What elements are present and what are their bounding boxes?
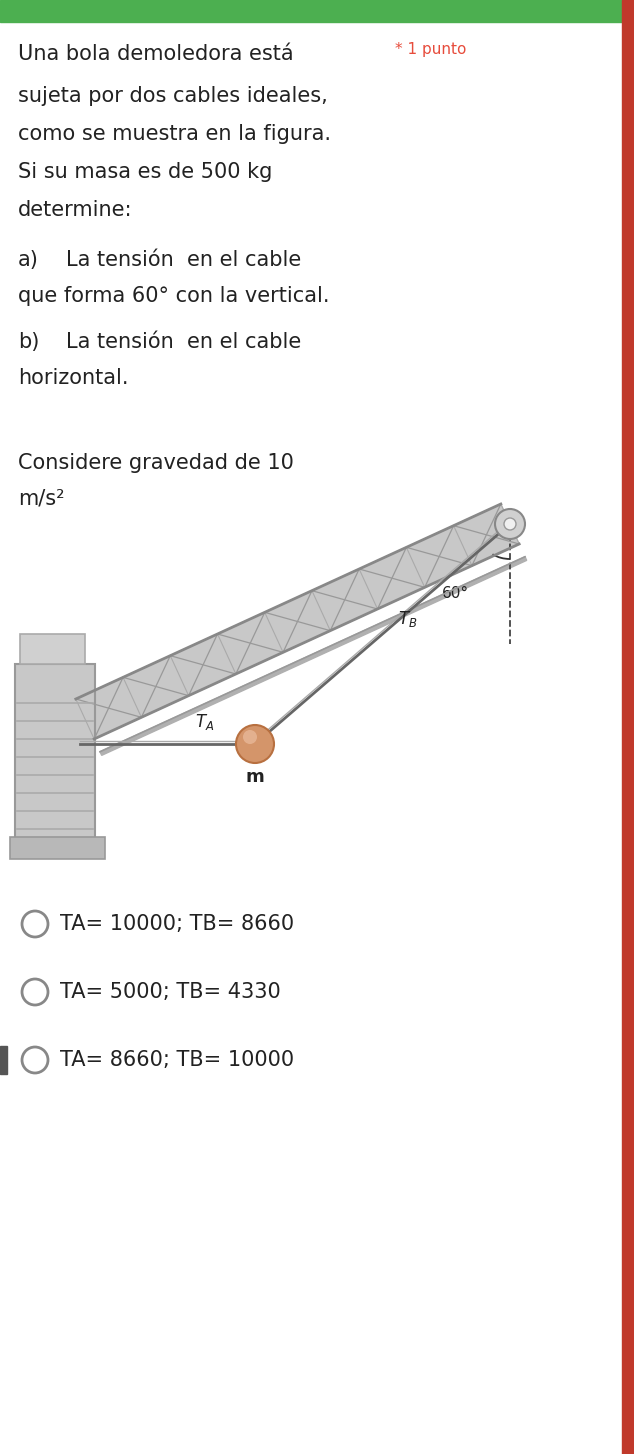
Text: que forma 60° con la vertical.: que forma 60° con la vertical.: [18, 286, 330, 305]
Text: Considere gravedad de 10: Considere gravedad de 10: [18, 454, 294, 473]
Text: como se muestra en la figura.: como se muestra en la figura.: [18, 124, 331, 144]
Text: a): a): [18, 250, 39, 270]
Text: Una bola demoledora está: Una bola demoledora está: [18, 44, 294, 64]
Circle shape: [495, 509, 525, 539]
Text: TA= 8660; TB= 10000: TA= 8660; TB= 10000: [60, 1050, 294, 1070]
Text: m: m: [245, 768, 264, 787]
Text: determine:: determine:: [18, 201, 133, 220]
Text: sujeta por dos cables ideales,: sujeta por dos cables ideales,: [18, 86, 328, 106]
Text: TA= 5000; TB= 4330: TA= 5000; TB= 4330: [60, 981, 281, 1002]
Bar: [20, 634, 85, 664]
Circle shape: [243, 730, 257, 744]
Text: b): b): [18, 332, 39, 352]
Text: TA= 10000; TB= 8660: TA= 10000; TB= 8660: [60, 915, 294, 933]
Polygon shape: [76, 505, 519, 739]
Bar: [15, 664, 95, 839]
Bar: [0, 1045, 7, 1075]
Polygon shape: [100, 557, 527, 756]
Text: $T_B$: $T_B$: [398, 609, 417, 630]
Circle shape: [236, 726, 274, 763]
Bar: [10, 838, 105, 859]
Text: horizontal.: horizontal.: [18, 368, 129, 388]
Bar: [0, 0, 634, 22]
Text: * 1 punto: * 1 punto: [395, 42, 467, 57]
Text: $T_A$: $T_A$: [195, 712, 214, 731]
Text: 60°: 60°: [442, 586, 469, 601]
Text: m/s²: m/s²: [18, 489, 65, 509]
Text: La tensión  en el cable: La tensión en el cable: [66, 250, 301, 270]
Text: Si su masa es de 500 kg: Si su masa es de 500 kg: [18, 161, 273, 182]
Bar: [622, 0, 634, 1454]
Text: La tensión  en el cable: La tensión en el cable: [66, 332, 301, 352]
Circle shape: [504, 518, 516, 531]
